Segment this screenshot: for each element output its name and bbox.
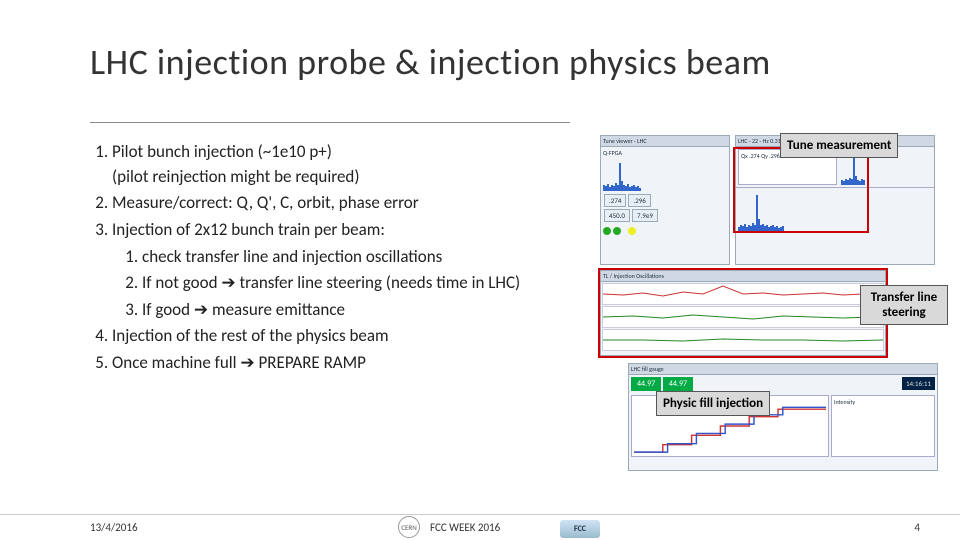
- title-underline: [90, 122, 570, 123]
- footer: 13/4/2016 CERN FCC WEEK 2016 FCC 4: [0, 514, 960, 540]
- slide-title: LHC injection probe & injection physics …: [90, 40, 771, 84]
- fill-bar-right: 44.97: [663, 377, 693, 391]
- fill-timestamp: 14:16:11: [902, 377, 935, 390]
- item-3-3: If good ➔ measure emittance: [142, 298, 590, 323]
- screenshot-thumbnails: Tune viewer - LHC Q-FPGA .274.296 450.07…: [600, 135, 940, 475]
- panel-tune-left: Tune viewer - LHC Q-FPGA .274.296 450.07…: [600, 135, 730, 265]
- status-dots: [601, 225, 729, 239]
- arrow-icon: ➔: [194, 299, 212, 320]
- item-3-2: If not good ➔ transfer line steering (ne…: [142, 271, 590, 296]
- item-1: Pilot bunch injection (~1e10 p+) (pilot …: [112, 140, 590, 189]
- fill-bar-left: 44.97: [631, 377, 661, 391]
- fill-mini-panel: Intensity: [831, 395, 935, 457]
- footer-date: 13/4/2016: [90, 521, 138, 534]
- footer-event: FCC WEEK 2016: [430, 521, 500, 534]
- cern-logo-icon: CERN: [398, 516, 420, 538]
- highlight-box-tune: [733, 147, 869, 233]
- label-transfer: Transfer line steering: [860, 285, 948, 325]
- panel-sub: Q-FPGA: [601, 147, 729, 159]
- arrow-icon: ➔: [240, 352, 258, 373]
- page-number: 4: [914, 521, 920, 534]
- panel-numbers: .274.296 450.07.9e9: [601, 191, 729, 225]
- spectrum-chart: [601, 159, 729, 191]
- body-text: Pilot bunch injection (~1e10 p+) (pilot …: [90, 140, 590, 378]
- label-fill: Physic fill injection: [656, 391, 770, 416]
- item-4: Injection of the rest of the physics bea…: [112, 324, 590, 349]
- item-3: Injection of 2x12 bunch train per beam: …: [112, 218, 590, 323]
- arrow-icon: ➔: [221, 272, 239, 293]
- item-1-sub: (pilot reinjection might be required): [112, 166, 360, 187]
- label-tune: Tune measurement: [780, 133, 898, 158]
- item-3-1: check transfer line and injection oscill…: [142, 245, 590, 270]
- item-2: Measure/correct: Q, Q', C, orbit, phase …: [112, 191, 590, 216]
- fcc-logo-icon: FCC: [560, 520, 600, 538]
- panel-fill: LHC fill gauge 44.97 44.97 14:16:11 Inte…: [628, 363, 938, 471]
- item-1-text: Pilot bunch injection (~1e10 p+): [112, 141, 332, 162]
- accent-bar: [0, 20, 12, 80]
- item-3-text: Injection of 2x12 bunch train per beam:: [112, 219, 385, 240]
- item-5: Once machine full ➔ PREPARE RAMP: [112, 351, 590, 376]
- highlight-box-transfer: [598, 268, 888, 358]
- panel-title: Tune viewer - LHC: [601, 136, 729, 147]
- panel-title: LHC fill gauge: [629, 364, 937, 375]
